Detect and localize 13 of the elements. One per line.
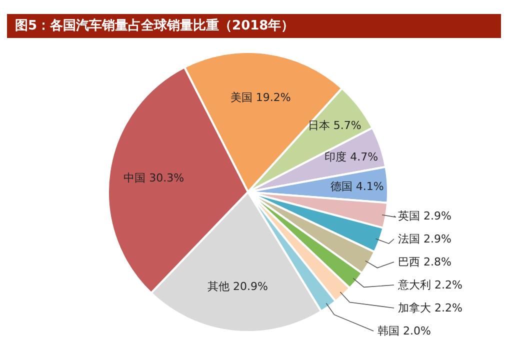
slice-label: 美国 19.2% [230,91,291,104]
slice-label: 日本 5.7% [308,118,362,132]
slice-label: 韩国 2.0% [378,324,431,338]
slice-label: 中国 30.3% [124,172,184,185]
slice-label: 巴西 2.8% [398,256,452,268]
slice-label: 英国 2.9% [398,210,452,222]
slice-label: 加拿大 2.2% [398,302,462,314]
slice-label: 德国 4.1% [330,180,384,193]
slice-label: 印度 4.7% [324,150,378,164]
chart-title: 图5：各国汽车销量占全球销量比重（2018年） [15,18,294,34]
slice-label: 法国 2.9% [398,232,452,246]
slice-label: 意大利 2.2% [397,278,462,292]
slice-label: 其他 20.9% [208,280,268,294]
